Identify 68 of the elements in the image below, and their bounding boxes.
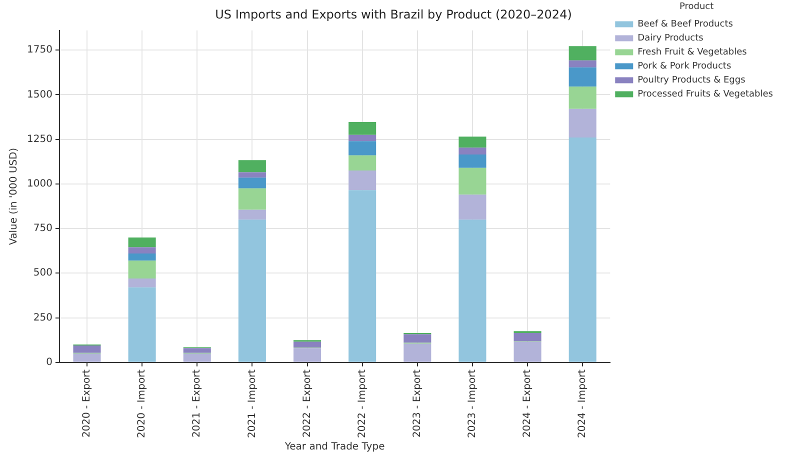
bar <box>238 188 266 210</box>
bar <box>128 247 156 254</box>
bar <box>568 86 596 109</box>
legend-label: Beef & Beef Products <box>638 20 734 30</box>
bar <box>568 46 596 60</box>
bar <box>458 194 486 220</box>
bar <box>128 260 156 279</box>
bar <box>238 160 266 172</box>
x-tick-label: 2021 - Import <box>246 369 258 438</box>
legend-label: Poultry Products & Eggs <box>638 76 746 86</box>
x-tick-label: 2022 - Import <box>356 369 368 438</box>
legend-label: Fresh Fruit & Vegetables <box>638 48 748 58</box>
bar <box>348 134 376 142</box>
bar <box>568 60 596 68</box>
bar <box>73 345 101 353</box>
bar <box>238 220 266 362</box>
x-tick-label: 2022 - Export <box>302 369 313 438</box>
bar <box>128 278 156 288</box>
bar <box>348 190 376 362</box>
bar <box>568 137 596 362</box>
bar <box>514 342 542 362</box>
x-axis-title: Year and Trade Type <box>284 442 385 453</box>
y-tick-label: 250 <box>33 312 52 324</box>
y-tick-label: 1500 <box>26 89 52 100</box>
bar <box>128 254 156 261</box>
legend-label: Processed Fruits & Vegetables <box>638 90 774 100</box>
bar <box>183 348 211 353</box>
legend-label: Dairy Products <box>638 34 704 44</box>
bar <box>348 141 376 156</box>
chart-title: US Imports and Exports with Brazil by Product (2020–2024) <box>215 7 572 22</box>
x-tick-label: 2023 - Import <box>467 369 478 438</box>
legend-label: Pork & Pork Products <box>638 62 732 72</box>
y-tick-label: 1250 <box>26 134 52 145</box>
x-tick-label: 2020 - Export <box>82 369 93 438</box>
bar <box>514 332 542 342</box>
x-tick-label: 2021 - Export <box>192 369 203 438</box>
x-tick-label: 2020 - Import <box>136 369 148 438</box>
bar <box>128 287 156 362</box>
bar <box>458 168 486 195</box>
bar <box>238 178 266 188</box>
bar <box>568 108 596 138</box>
bar <box>348 122 376 135</box>
bar <box>568 67 596 87</box>
bar <box>238 210 266 220</box>
y-tick-label: 500 <box>33 268 52 279</box>
bar <box>458 154 486 168</box>
legend-title: Product <box>679 2 714 12</box>
x-tick-label: 2024 - Import <box>577 369 588 438</box>
bar <box>458 136 486 148</box>
bar <box>348 170 376 190</box>
bar <box>73 353 101 362</box>
y-tick-label: 0 <box>46 356 52 368</box>
bar <box>404 334 432 343</box>
bar <box>404 344 432 362</box>
bar <box>293 348 322 362</box>
y-tick-label: 1000 <box>26 178 52 190</box>
y-tick-label: 750 <box>33 223 52 234</box>
bar <box>183 353 211 362</box>
x-tick-label: 2023 - Export <box>412 369 423 438</box>
bar <box>458 220 486 362</box>
y-tick-label: 1750 <box>26 44 52 56</box>
bar <box>238 172 266 178</box>
y-axis-title: Value (in '000 USD) <box>8 148 20 245</box>
x-tick-label: 2024 - Export <box>522 369 534 438</box>
bar <box>293 342 322 348</box>
bar <box>458 148 486 154</box>
bar <box>128 237 156 248</box>
bar <box>348 155 376 171</box>
